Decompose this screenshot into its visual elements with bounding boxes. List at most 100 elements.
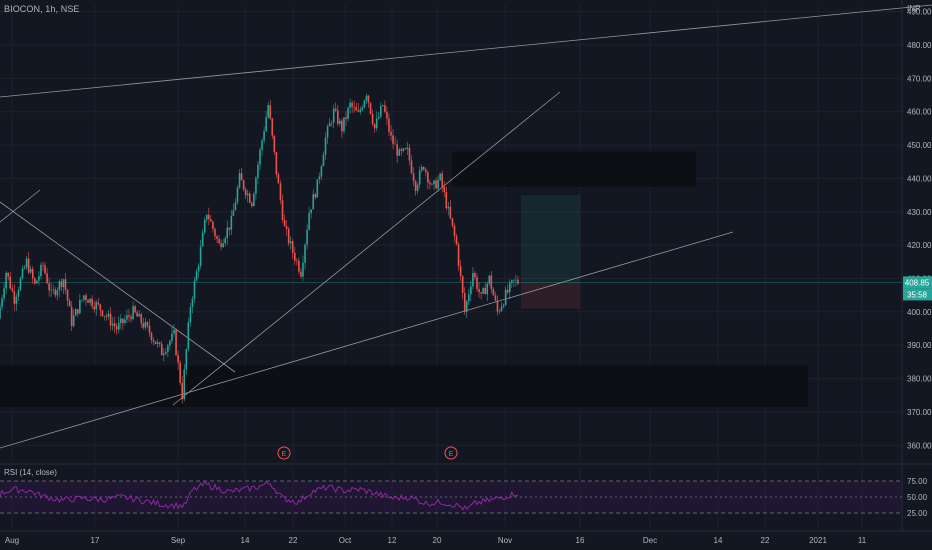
candle-body [492,289,495,296]
candle-body [294,252,296,261]
candle-body [103,315,106,317]
candle-body [56,290,59,296]
candle-body [400,149,403,151]
trend-line[interactable] [0,4,932,98]
candle-body [443,186,446,193]
earnings-marker-label: E [282,451,287,458]
candle-body [138,314,141,317]
candle-body [326,126,329,138]
candle-body [339,120,341,124]
candle-body [152,340,155,342]
x-tick-label: 2021 [809,536,827,545]
candle-body [205,214,208,220]
candle-body [50,289,52,291]
candle-body [214,228,216,237]
candle-body [160,343,163,356]
candle-body [1,298,3,307]
candle-body [336,110,339,124]
candle-body [279,183,282,201]
last-price-text: 408.85 [905,278,930,287]
candle-body [508,282,511,293]
candle-body [359,109,362,112]
candle-body [412,173,415,182]
candle-body [470,286,472,295]
candle-body [515,279,517,281]
candle-body [11,288,14,292]
trend-line[interactable] [0,231,734,449]
candle-body [429,182,431,185]
y-tick-label: 430.00 [907,208,932,217]
candle-body [111,323,114,326]
candle-body [117,323,120,330]
trend-line[interactable] [0,201,236,373]
candle-body [210,219,212,222]
candle-body [40,264,42,277]
candle-body [91,298,93,307]
candle-body [140,314,143,324]
candle-body [185,349,188,370]
earnings-marker[interactable] [277,446,291,460]
candle-body [234,202,237,211]
candle-body [15,296,18,304]
x-tick-label: Dec [643,536,657,545]
candle-body [478,289,480,293]
y-tick-label: 400.00 [907,308,932,317]
earnings-marker-label: E [449,451,454,458]
candle-body [218,238,220,244]
candle-body [115,326,118,330]
candle-body [7,272,9,277]
candle-body [265,117,267,132]
candle-body [253,193,255,206]
candle-body [5,272,7,289]
candle-body [504,289,507,305]
candle-body [418,170,421,185]
resistance-zone [452,151,696,187]
x-tick-label: 20 [433,536,442,545]
candle-body [62,279,65,288]
candle-body [246,193,249,196]
x-tick-label: Nov [498,536,512,545]
candle-body [259,149,261,165]
candle-body [447,206,450,209]
candle-body [240,173,243,181]
candle-body [191,298,194,308]
candle-body [72,315,75,326]
y-tick-label: 470.00 [907,74,932,83]
candle-body [251,202,253,206]
candle-body [13,291,16,304]
candle-body [465,301,468,312]
candle-body [332,108,335,123]
candle-body [351,102,353,107]
candle-body [169,340,171,346]
earnings-marker[interactable] [444,446,458,460]
candle-body [179,362,181,383]
candle-body [431,184,433,185]
candle-body [472,272,474,287]
x-tick-label: 14 [241,536,250,545]
countdown-badge [903,288,932,301]
candle-body [58,281,61,291]
candle-body [451,218,454,226]
candle-body [283,219,286,227]
candle-body [248,193,251,203]
countdown-text: 35:58 [907,290,928,299]
rsi-level-label: 25.00 [907,509,928,518]
candle-body [46,273,48,284]
candle-body [0,306,1,319]
candle-body [312,194,315,210]
candle-body [236,187,239,203]
x-tick-label: 11 [858,536,867,545]
symbol-title: BIOCON, 1h, NSE [4,4,80,14]
candle-body [291,241,294,253]
trend-line[interactable] [172,91,561,406]
candle-body [435,180,437,189]
candle-body [74,309,77,316]
trend-line[interactable] [0,189,41,223]
candle-body [289,241,292,244]
candle-body [68,300,71,307]
rsi-label: RSI (14, close) [4,468,57,477]
candle-body [132,306,134,320]
candle-body [162,353,165,356]
